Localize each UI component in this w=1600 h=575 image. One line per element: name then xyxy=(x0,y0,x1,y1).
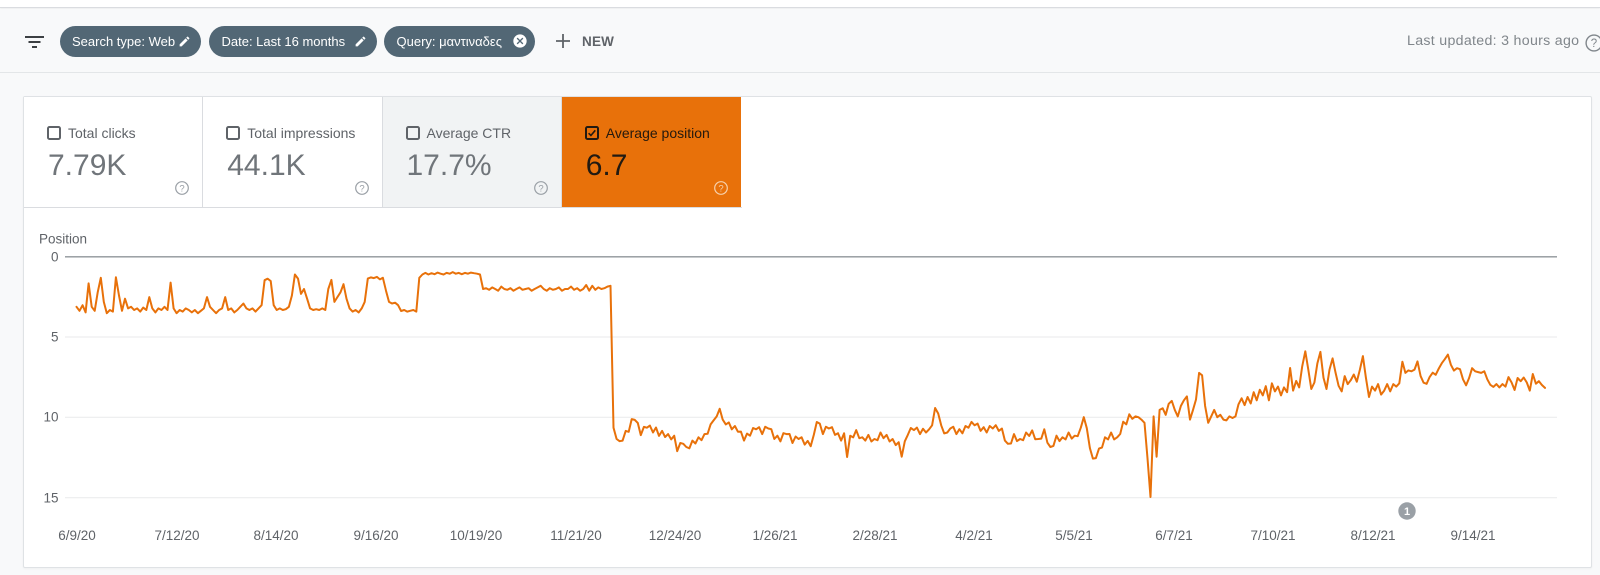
svg-text:11/21/20: 11/21/20 xyxy=(550,528,602,543)
svg-text:5/5/21: 5/5/21 xyxy=(1055,528,1093,543)
svg-text:0: 0 xyxy=(51,249,59,264)
svg-text:6/7/21: 6/7/21 xyxy=(1155,528,1193,543)
svg-text:12/24/20: 12/24/20 xyxy=(649,528,702,543)
svg-text:?: ? xyxy=(1591,38,1597,50)
svg-text:9/16/20: 9/16/20 xyxy=(353,528,398,543)
svg-text:8/14/20: 8/14/20 xyxy=(253,528,298,543)
svg-text:1: 1 xyxy=(1404,506,1410,518)
svg-text:?: ? xyxy=(180,183,185,194)
svg-text:2/28/21: 2/28/21 xyxy=(852,528,897,543)
svg-text:5: 5 xyxy=(51,330,59,345)
svg-text:4/2/21: 4/2/21 xyxy=(955,528,993,543)
svg-text:15: 15 xyxy=(43,490,58,505)
svg-text:?: ? xyxy=(538,183,543,194)
svg-text:?: ? xyxy=(718,183,723,194)
svg-text:Position: Position xyxy=(39,232,87,247)
svg-text:?: ? xyxy=(359,183,364,194)
svg-text:7/10/21: 7/10/21 xyxy=(1250,528,1295,543)
svg-text:9/14/21: 9/14/21 xyxy=(1450,528,1495,543)
svg-text:10: 10 xyxy=(43,410,58,425)
svg-text:1/26/21: 1/26/21 xyxy=(752,528,797,543)
svg-text:10/19/20: 10/19/20 xyxy=(450,528,503,543)
svg-text:6/9/20: 6/9/20 xyxy=(58,528,96,543)
svg-text:7/12/20: 7/12/20 xyxy=(154,528,199,543)
svg-text:8/12/21: 8/12/21 xyxy=(1350,528,1395,543)
